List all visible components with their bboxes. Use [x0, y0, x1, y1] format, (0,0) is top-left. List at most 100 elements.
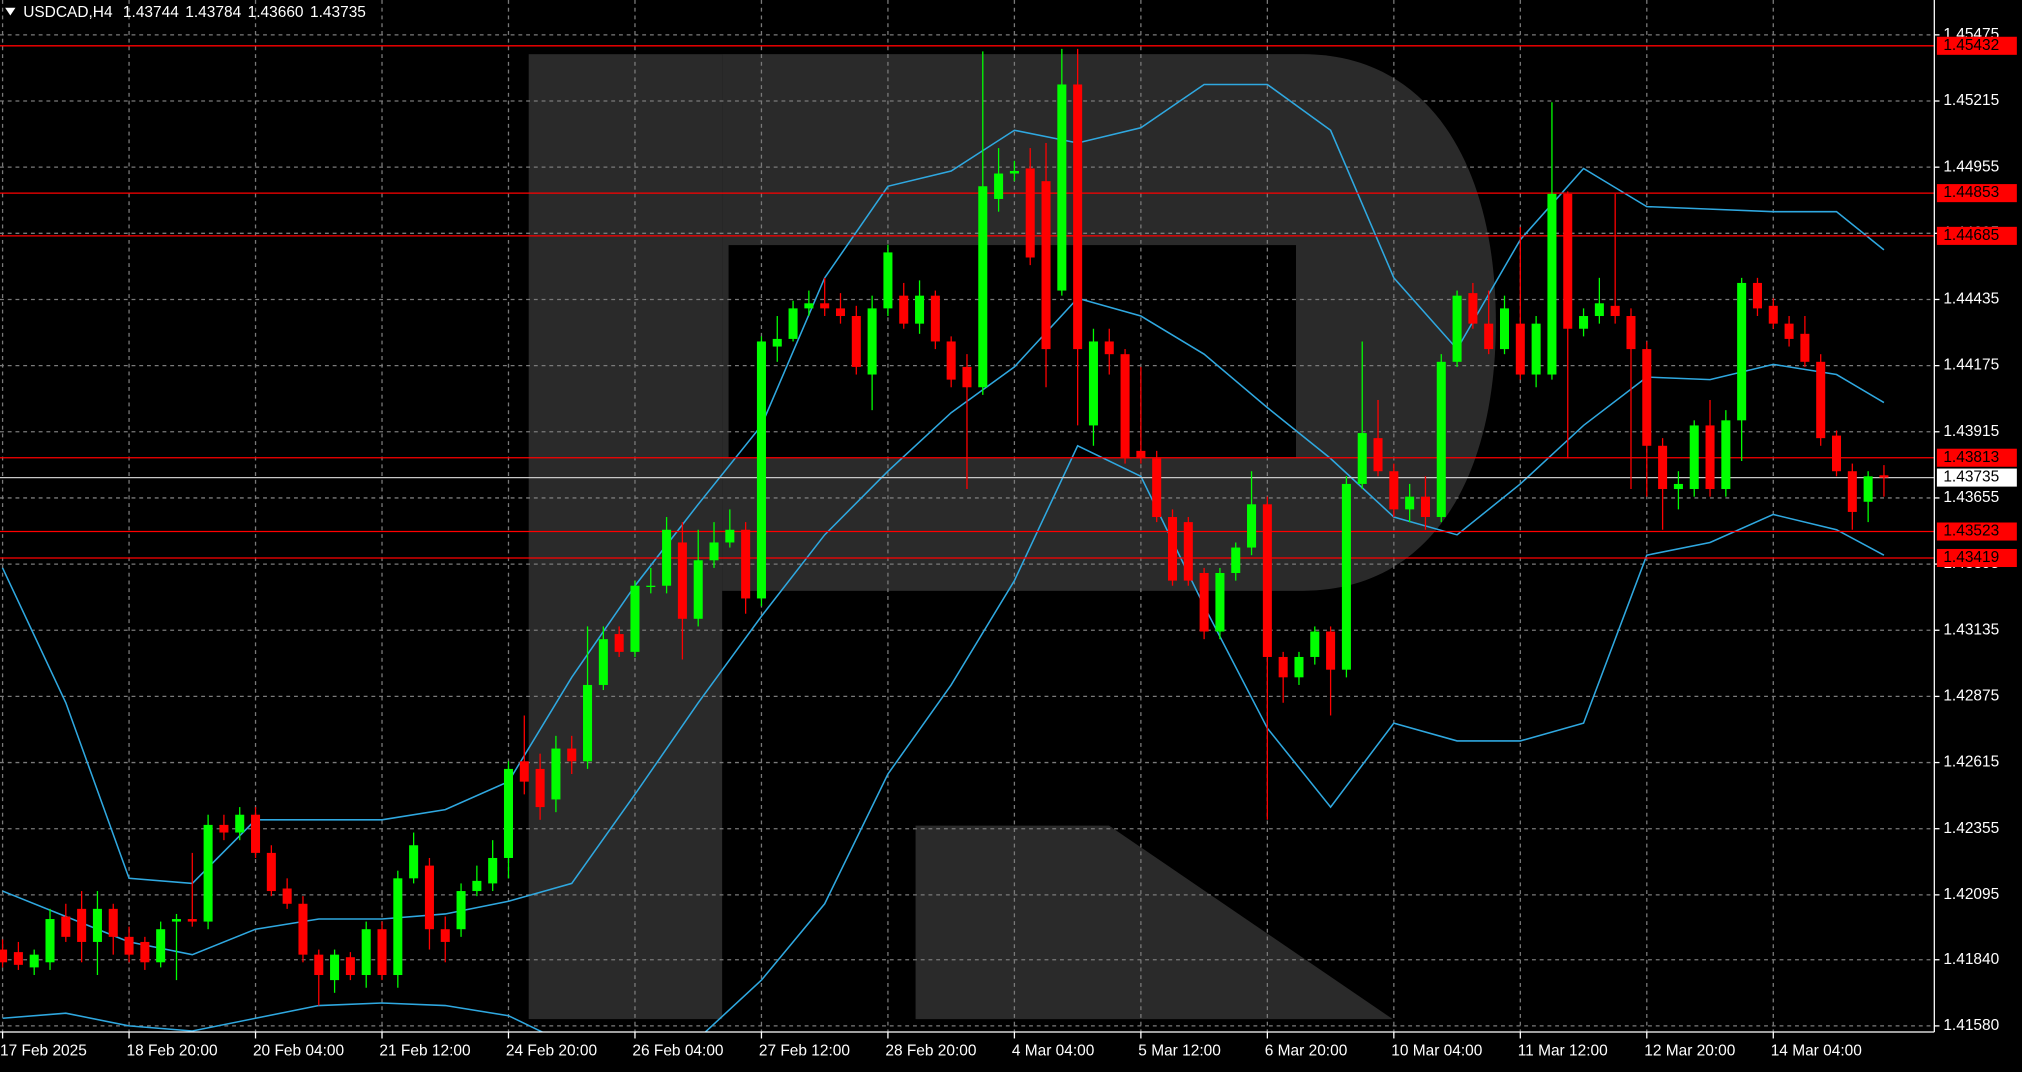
candle-body: [1847, 471, 1857, 512]
candle-body: [156, 929, 166, 963]
candle-body: [551, 748, 561, 800]
candle-body: [1658, 445, 1668, 490]
candle-body: [1278, 656, 1288, 678]
candle-body: [899, 295, 909, 324]
y-tick-label: 1.41580: [1943, 1017, 1999, 1034]
level-price-label: 1.43813: [1943, 449, 1999, 466]
candle-body: [1041, 181, 1051, 350]
x-tick-label: 12 Mar 20:00: [1644, 1042, 1735, 1059]
candle-body: [788, 308, 798, 339]
last-price-box: [1936, 468, 2017, 487]
plot-area: [0, 45, 1935, 1033]
candle-body: [266, 852, 276, 892]
candle-body: [1468, 293, 1478, 324]
candle-body: [1326, 631, 1336, 670]
candle-body: [298, 903, 308, 955]
level-price-box: [1936, 522, 2017, 541]
candle-body: [1009, 170, 1019, 174]
candle-body: [0, 949, 8, 963]
candle-body: [756, 341, 766, 599]
candle-body: [92, 908, 102, 942]
candle-body: [962, 366, 972, 388]
y-tick-label: 1.43915: [1943, 423, 1999, 440]
candle-body: [646, 585, 656, 588]
candle-body: [45, 919, 55, 963]
level-price-label: 1.43523: [1943, 523, 1999, 540]
candle-body: [424, 865, 434, 930]
candle-body: [725, 529, 735, 543]
y-tick-label: 1.42615: [1943, 754, 1999, 771]
band-line: [1, 83, 1885, 885]
candle-body: [1531, 323, 1541, 375]
candle-body: [314, 954, 324, 976]
candle-body: [1879, 475, 1889, 478]
candle-body: [1373, 438, 1383, 472]
band-line: [2, 297, 1885, 956]
candle-body: [1784, 323, 1794, 339]
candle-body: [1705, 425, 1715, 490]
candle-body: [124, 936, 134, 955]
candle-body: [1215, 572, 1225, 632]
level-price-box: [1936, 548, 2017, 568]
candle-body: [1104, 341, 1114, 355]
watermark-logo: [528, 54, 1496, 1020]
candle-body: [1816, 361, 1826, 439]
candle-body: [1800, 333, 1810, 362]
candle-body: [978, 186, 988, 388]
candle-body: [472, 880, 482, 892]
candle-body: [1499, 308, 1510, 350]
candle-body: [1721, 420, 1731, 490]
y-tick-label: 1.45215: [1943, 92, 1999, 109]
candle-body: [440, 929, 450, 942]
chart-title: USDCAD,H4 1.43744 1.43784 1.43660 1.43735: [23, 4, 366, 21]
candle-body: [1183, 522, 1193, 581]
candle-body: [867, 308, 877, 375]
candle-body: [1152, 458, 1162, 518]
candle-body: [1420, 496, 1430, 518]
candle-body: [1752, 282, 1762, 309]
candle-body: [1120, 354, 1130, 459]
candle-body: [804, 303, 814, 309]
candle-body: [1247, 504, 1257, 548]
candle-body: [1515, 323, 1525, 375]
candle-body: [1310, 631, 1320, 657]
candle-body: [187, 919, 197, 922]
candle-body: [1673, 483, 1683, 490]
candle-body: [1341, 483, 1351, 670]
x-tick-label: 6 Mar 20:00: [1265, 1042, 1348, 1059]
candle-body: [409, 845, 419, 879]
candle-body: [1073, 84, 1083, 350]
candle-body: [630, 585, 640, 652]
candle-body: [282, 888, 292, 904]
candle-body: [709, 542, 719, 561]
y-tick-label: 1.44175: [1943, 357, 1999, 374]
candle-body: [361, 929, 371, 976]
y-tick-label: 1.43655: [1943, 489, 1999, 506]
candle-body: [1484, 323, 1494, 350]
candle-body: [393, 878, 403, 976]
candle-body: [915, 295, 925, 324]
y-tick-label: 1.43135: [1943, 621, 1999, 638]
y-tick-label: 1.42355: [1943, 820, 1999, 837]
candle-body: [1626, 316, 1636, 350]
quote-low: 1.43660: [248, 4, 304, 21]
candle-body: [203, 824, 213, 922]
candle-body: [1737, 282, 1747, 421]
x-tick-label: 11 Mar 12:00: [1518, 1042, 1608, 1059]
candle-body: [1199, 572, 1209, 632]
candle-body: [598, 639, 608, 685]
candle-body: [219, 824, 229, 833]
candle-body: [1262, 504, 1272, 657]
level-price-label: 1.44685: [1943, 227, 1999, 244]
candle-body: [1294, 656, 1304, 678]
candle-body: [488, 857, 498, 884]
y-tick-label: 1.42875: [1943, 687, 1999, 704]
candle-body: [1452, 295, 1462, 362]
x-tick-label: 21 Feb 12:00: [379, 1042, 470, 1059]
candle-body: [1057, 84, 1067, 291]
candle-body: [1025, 168, 1035, 258]
candle-body: [1136, 450, 1146, 459]
candle-body: [171, 919, 181, 922]
candle-body: [820, 303, 830, 309]
y-tick-label: 1.44955: [1943, 158, 1999, 175]
